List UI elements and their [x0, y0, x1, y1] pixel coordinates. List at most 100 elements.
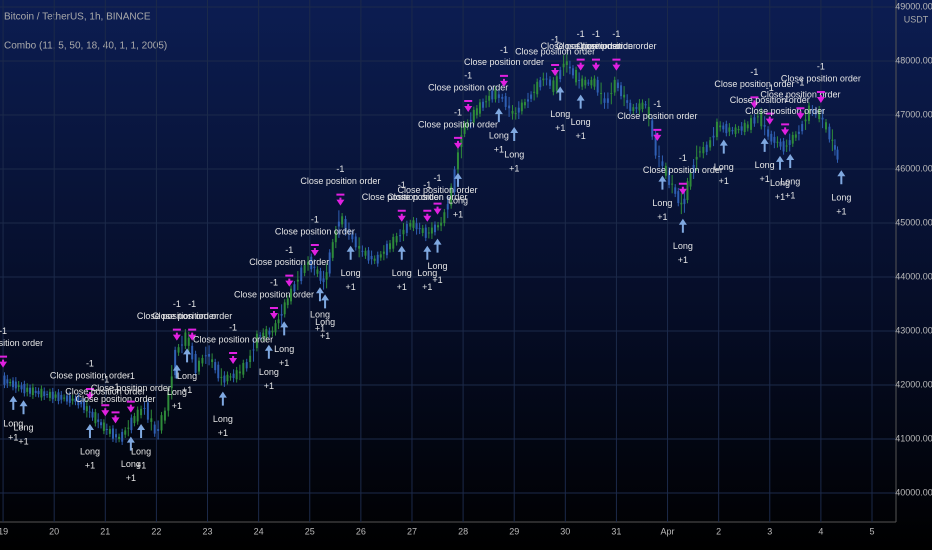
candle-body	[603, 98, 606, 103]
candle-body	[482, 101, 485, 108]
close-label: Close position order	[760, 90, 840, 100]
candle-group	[54, 389, 80, 409]
candle-body	[737, 129, 740, 131]
long-qty: +1	[264, 381, 274, 391]
close-qty: -1	[551, 34, 559, 44]
long-arrow	[433, 238, 442, 253]
plot: -1 Close position order -1 Close position o…	[0, 29, 861, 483]
candle-body	[290, 288, 293, 302]
long-label: Long	[80, 446, 100, 456]
candle-body	[48, 391, 51, 398]
close-arrow	[111, 411, 120, 424]
candle-body	[686, 181, 689, 201]
candle-body	[43, 391, 46, 397]
long-qty: +1	[279, 358, 289, 368]
y-tick-label: 41000.00	[895, 433, 932, 443]
candle-body	[229, 376, 232, 378]
candle-body	[620, 85, 623, 97]
candle-body	[310, 256, 313, 270]
candle-body	[223, 375, 226, 383]
candle-body	[46, 394, 49, 396]
long-label: Long	[831, 193, 851, 203]
candle-body	[136, 409, 139, 422]
long-arrow	[137, 424, 146, 439]
candle-body	[779, 141, 782, 147]
long-label: Long	[714, 162, 734, 172]
candle-body	[214, 362, 217, 371]
candle-body	[689, 173, 692, 187]
candle-body	[382, 251, 385, 254]
close-arrow	[612, 58, 621, 71]
candle-body	[776, 141, 779, 143]
candle-body	[337, 221, 340, 227]
candle-body	[160, 415, 163, 431]
candle-body	[204, 355, 207, 357]
candle-body	[801, 124, 804, 132]
candle-body	[520, 102, 523, 112]
x-tick-label: 27	[407, 526, 417, 536]
candle-group	[121, 412, 136, 445]
candle-body	[373, 258, 376, 261]
candle-body	[174, 349, 177, 376]
candle-body	[804, 119, 807, 122]
candle-body	[367, 250, 370, 261]
long-label: Long	[673, 241, 693, 251]
close-label: Close position order	[300, 176, 380, 186]
candle-body	[831, 139, 834, 141]
close-arrow	[464, 100, 473, 113]
close-qty: -1	[101, 375, 109, 385]
candle-group	[801, 102, 810, 135]
candle-group	[463, 105, 478, 138]
candle-body	[319, 271, 322, 281]
close-label: Close position order	[387, 192, 467, 202]
candle-body	[40, 388, 43, 398]
candle-body	[613, 79, 616, 93]
long-label: Long	[131, 446, 151, 456]
candle-body	[418, 228, 421, 230]
candle-group	[412, 217, 427, 242]
candle-body	[146, 402, 149, 420]
candle-body	[37, 390, 40, 395]
candle-body	[143, 407, 146, 409]
candle-group	[616, 79, 632, 115]
close-arrow	[85, 388, 94, 401]
long-arrow	[85, 424, 94, 439]
close-label: Close position order	[515, 46, 595, 56]
candle-body	[719, 125, 722, 128]
close-qty: -1	[653, 99, 661, 109]
candle-body	[692, 164, 695, 174]
close-qty: -1	[464, 70, 472, 80]
candle-body	[347, 231, 350, 233]
candle-group	[146, 399, 156, 437]
candle-body	[743, 122, 746, 133]
candle-group	[249, 330, 258, 368]
candle-body	[238, 371, 241, 374]
long-qty: +1	[18, 437, 28, 447]
candle-body	[293, 284, 296, 292]
candle-body	[750, 118, 753, 130]
candle-body	[153, 424, 156, 434]
close-arrow	[126, 400, 135, 413]
long-qty: +1	[678, 255, 688, 265]
candle-group	[606, 76, 616, 109]
candle-body	[545, 78, 548, 80]
candle-group	[167, 346, 177, 417]
close-arrow	[499, 74, 508, 87]
long-arrow	[264, 344, 273, 359]
x-tick-label: 5	[869, 526, 874, 536]
x-tick-label: 4	[818, 526, 823, 536]
long-qty: +1	[494, 144, 504, 154]
long-qty: +1	[315, 324, 325, 334]
long-arrow	[183, 348, 192, 363]
long-arrow	[280, 321, 289, 336]
candle-body	[638, 103, 641, 111]
candle-body	[530, 94, 533, 99]
close-arrow	[591, 58, 600, 71]
candle-body	[157, 429, 160, 431]
long-arrow	[218, 391, 227, 406]
candle-body	[514, 113, 517, 115]
long-label: Long	[3, 418, 23, 428]
candle-body	[702, 146, 705, 154]
long-arrow	[423, 245, 432, 260]
close-qty: -1	[817, 61, 825, 71]
